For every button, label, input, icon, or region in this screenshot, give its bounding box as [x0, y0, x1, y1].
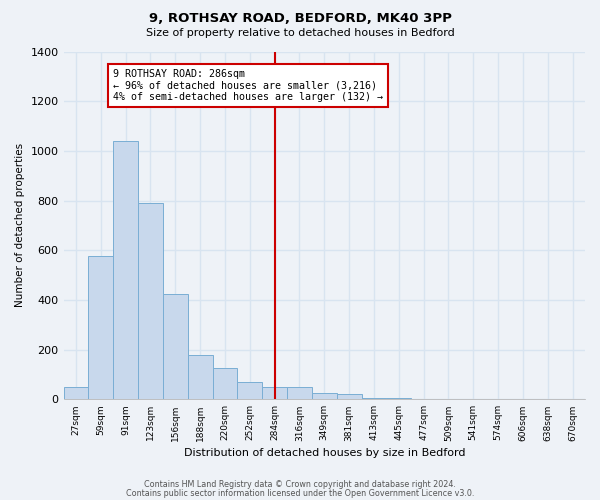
Bar: [138, 203, 163, 400]
Bar: [337, 394, 362, 400]
X-axis label: Distribution of detached houses by size in Bedford: Distribution of detached houses by size …: [184, 448, 465, 458]
Text: Contains HM Land Registry data © Crown copyright and database right 2024.: Contains HM Land Registry data © Crown c…: [144, 480, 456, 489]
Text: 9, ROTHSAY ROAD, BEDFORD, MK40 3PP: 9, ROTHSAY ROAD, BEDFORD, MK40 3PP: [149, 12, 451, 26]
Bar: [262, 387, 287, 400]
Text: Contains public sector information licensed under the Open Government Licence v3: Contains public sector information licen…: [126, 488, 474, 498]
Bar: [88, 256, 113, 400]
Text: 9 ROTHSAY ROAD: 286sqm
← 96% of detached houses are smaller (3,216)
4% of semi-d: 9 ROTHSAY ROAD: 286sqm ← 96% of detached…: [113, 69, 383, 102]
Text: Size of property relative to detached houses in Bedford: Size of property relative to detached ho…: [146, 28, 454, 38]
Bar: [64, 387, 88, 400]
Bar: [212, 368, 238, 400]
Bar: [312, 393, 337, 400]
Bar: [362, 398, 386, 400]
Bar: [287, 387, 312, 400]
Bar: [386, 398, 411, 400]
Bar: [113, 141, 138, 400]
Y-axis label: Number of detached properties: Number of detached properties: [15, 144, 25, 308]
Bar: [188, 354, 212, 400]
Bar: [238, 382, 262, 400]
Bar: [163, 294, 188, 400]
